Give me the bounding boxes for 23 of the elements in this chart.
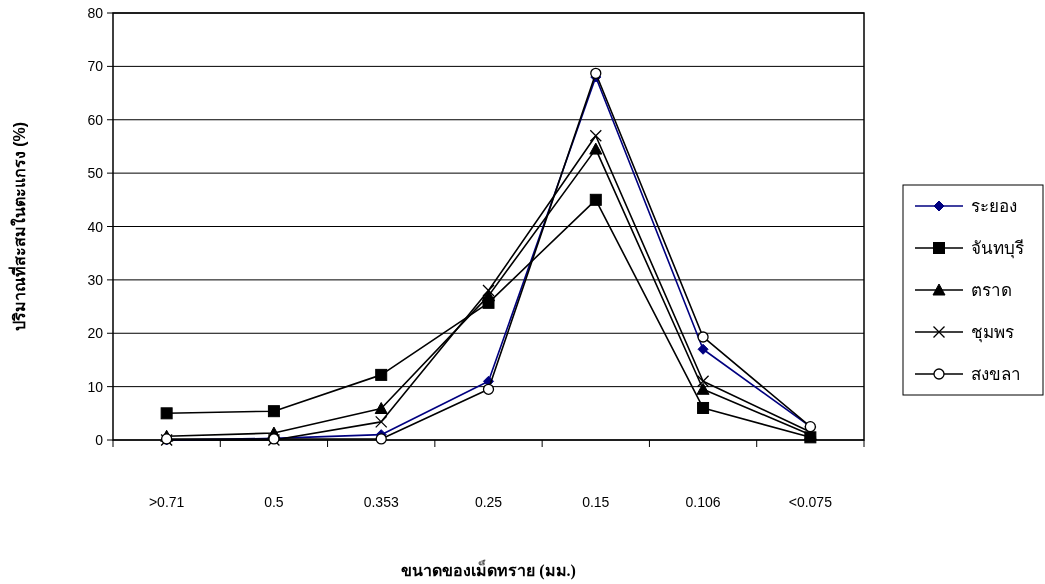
x-tick-label: >0.71 [148, 494, 185, 510]
x-tick-label: 0.25 [474, 494, 503, 510]
y-tick-label: 40 [87, 218, 104, 235]
y-tick-label: 70 [87, 58, 104, 75]
y-tick-label: 10 [87, 378, 104, 395]
legend-label: ระยอง [971, 197, 1017, 216]
y-tick-label: 30 [87, 271, 104, 288]
x-tick-label: 0.15 [582, 494, 610, 510]
legend-label: สงขลา [971, 365, 1021, 384]
y-tick-label: 80 [87, 5, 104, 21]
y-tick-label: 60 [87, 111, 104, 128]
x-tick-label: 0.5 [264, 494, 284, 510]
legend-label: ตราด [971, 281, 1012, 300]
legend-label: ชุมพร [971, 323, 1014, 343]
x-tick-label: 0.353 [363, 494, 399, 510]
y-tick-label: 0 [95, 432, 104, 448]
x-tick-label: <0.075 [788, 494, 833, 510]
y-axis-title: ปริมาณที่สะสมในตะแกรง (%) [8, 121, 28, 332]
x-tick-label: 0.106 [685, 494, 721, 510]
x-axis-title: ขนาดของเม็ดทราย (มม.) [401, 559, 576, 580]
y-tick-label: 50 [87, 165, 104, 182]
legend-label: จันทบุรี [971, 239, 1024, 259]
y-tick-label: 20 [87, 325, 104, 342]
